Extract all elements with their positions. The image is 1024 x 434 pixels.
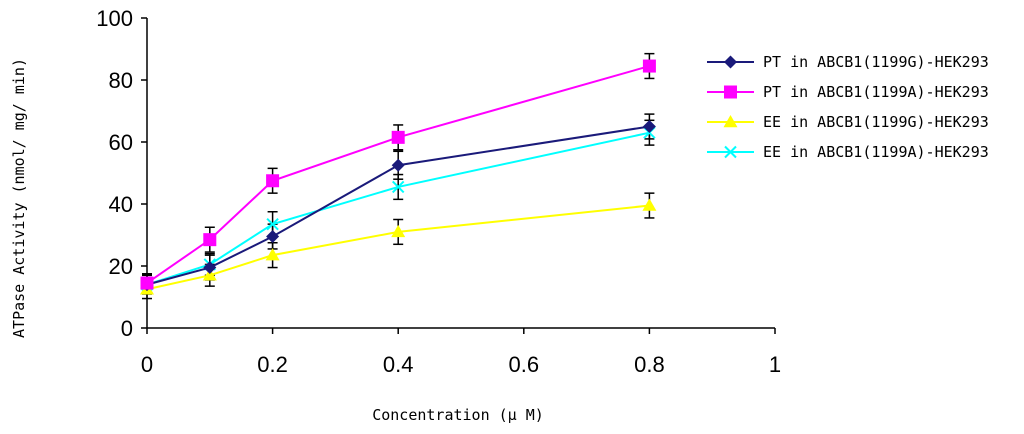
x-tick-label: 0.6: [509, 352, 540, 377]
data-point: [202, 268, 217, 281]
data-point: [391, 224, 406, 238]
data-point: [642, 59, 656, 73]
legend-entry: EE in ABCB1(1199A)-HEK293: [707, 143, 989, 161]
legend-label: PT in ABCB1(1199A)-HEK293: [763, 83, 989, 101]
x-tick-label: 0: [141, 352, 153, 377]
data-point: [266, 230, 280, 244]
x-tick-label: 0.4: [383, 352, 414, 377]
legend: PT in ABCB1(1199G)-HEK293 PT in ABCB1(119…: [707, 53, 989, 161]
legend-entry: PT in ABCB1(1199G)-HEK293: [707, 53, 989, 71]
data-point: [391, 158, 405, 172]
legend-label: EE in ABCB1(1199A)-HEK293: [763, 143, 989, 161]
legend-marker: [724, 55, 737, 69]
y-tick-label: 20: [109, 254, 133, 279]
x-tick-label: 0.8: [634, 352, 665, 377]
legend-entry: EE in ABCB1(1199G)-HEK293: [707, 113, 989, 131]
series-line: [146, 204, 650, 291]
data-point: [266, 174, 280, 188]
legend-label: EE in ABCB1(1199G)-HEK293: [763, 113, 989, 131]
data-point: [203, 233, 217, 247]
ticks: 0 20 40 60 80 100 0 0.2 0.4 0.6 0.8 1: [96, 6, 781, 377]
series: [140, 52, 657, 300]
legend-label: PT in ABCB1(1199G)-HEK293: [763, 53, 989, 71]
legend-marker: [723, 115, 738, 128]
data-point: [391, 180, 405, 194]
data-point: [140, 276, 154, 290]
series-2: [140, 198, 657, 295]
x-tick-label: 0.2: [257, 352, 288, 377]
x-tick-label: 1: [769, 352, 781, 377]
y-tick-label: 80: [109, 68, 133, 93]
error-bars: [142, 52, 655, 300]
x-axis-label: Concentration (μ M): [372, 406, 544, 424]
data-point: [391, 130, 405, 144]
y-tick-label: 100: [96, 6, 133, 31]
y-tick-label: 60: [109, 130, 133, 155]
legend-entry: PT in ABCB1(1199A)-HEK293: [707, 83, 989, 101]
data-point: [265, 248, 280, 261]
y-tick-label: 0: [121, 316, 133, 341]
y-tick-label: 40: [109, 192, 133, 217]
y-axis-label: ATPase Activity (nmol/ mg/ min): [10, 58, 28, 338]
series-1: [140, 59, 656, 290]
legend-marker: [724, 145, 737, 159]
legend-marker: [724, 85, 737, 99]
data-point: [642, 120, 656, 133]
data-point: [266, 217, 279, 231]
data-point: [203, 261, 217, 275]
data-point: [642, 198, 657, 211]
series-0: [140, 120, 656, 292]
